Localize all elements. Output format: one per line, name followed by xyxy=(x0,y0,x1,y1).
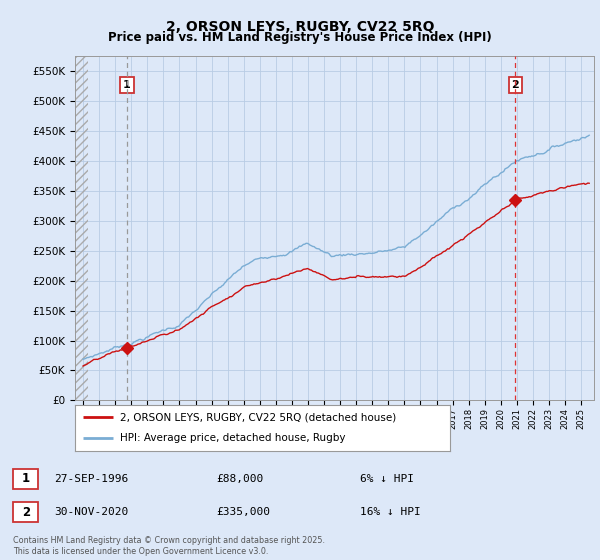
Text: 2: 2 xyxy=(22,506,30,519)
Bar xyxy=(75,56,88,400)
Text: £88,000: £88,000 xyxy=(216,474,263,484)
Text: 1: 1 xyxy=(22,472,30,486)
Text: 27-SEP-1996: 27-SEP-1996 xyxy=(54,474,128,484)
Text: 16% ↓ HPI: 16% ↓ HPI xyxy=(360,507,421,517)
Text: £335,000: £335,000 xyxy=(216,507,270,517)
Text: 30-NOV-2020: 30-NOV-2020 xyxy=(54,507,128,517)
Text: 2: 2 xyxy=(512,80,520,90)
Text: Price paid vs. HM Land Registry's House Price Index (HPI): Price paid vs. HM Land Registry's House … xyxy=(108,31,492,44)
Text: 2, ORSON LEYS, RUGBY, CV22 5RQ (detached house): 2, ORSON LEYS, RUGBY, CV22 5RQ (detached… xyxy=(120,412,396,422)
Text: 2, ORSON LEYS, RUGBY, CV22 5RQ: 2, ORSON LEYS, RUGBY, CV22 5RQ xyxy=(166,20,434,34)
Text: Contains HM Land Registry data © Crown copyright and database right 2025.
This d: Contains HM Land Registry data © Crown c… xyxy=(13,536,325,556)
Text: 1: 1 xyxy=(123,80,131,90)
Text: HPI: Average price, detached house, Rugby: HPI: Average price, detached house, Rugb… xyxy=(120,433,346,444)
Text: 6% ↓ HPI: 6% ↓ HPI xyxy=(360,474,414,484)
